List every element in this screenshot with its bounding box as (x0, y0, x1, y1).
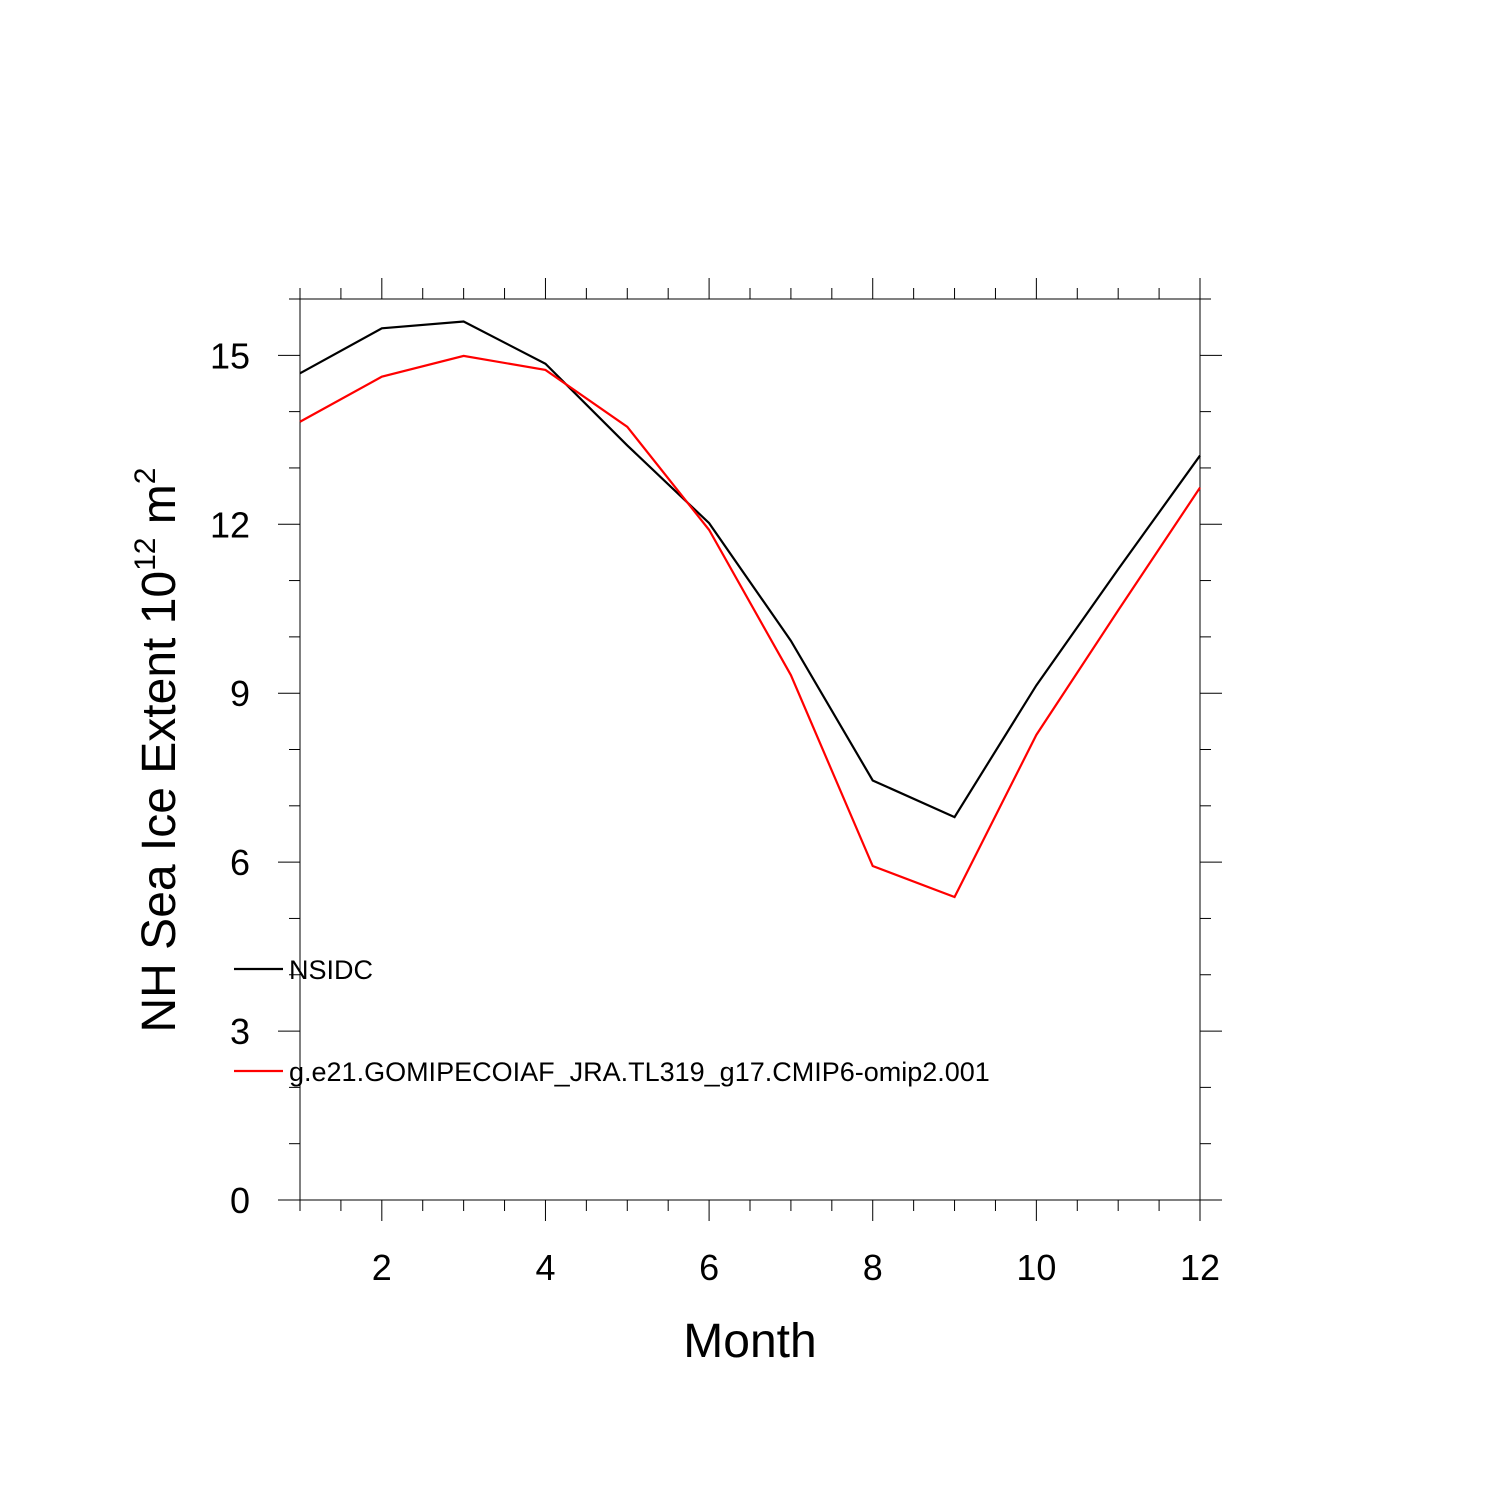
y-tick-label: 12 (210, 504, 250, 545)
series-lines (299, 320, 1201, 899)
series-line-2 (299, 354, 1201, 899)
y-axis-title: NH Sea Ice Extent 1012 m2 (129, 468, 186, 1033)
x-tick-label: 8 (863, 1247, 883, 1288)
legend-label: NSIDC (289, 955, 373, 985)
legend: NSIDC g.e21.GOMIPECOIAF_JRA.TL319_g17.CMI… (234, 955, 990, 1087)
y-tick-label: 3 (230, 1011, 250, 1052)
y-axis-title-unit: m (133, 484, 186, 537)
x-tick-label: 10 (1016, 1247, 1056, 1288)
x-tick-label: 12 (1180, 1247, 1220, 1288)
y-axis-title-superscript-2: 2 (129, 468, 162, 485)
series-line-1 (299, 320, 1201, 819)
x-tick-label: 2 (372, 1247, 392, 1288)
y-tick-label: 9 (230, 673, 250, 714)
y-tick-label: 0 (230, 1180, 250, 1221)
x-tick-label: 6 (699, 1247, 719, 1288)
tick-labels: 2 4 6 8 10 12 0 3 6 9 12 15 (210, 335, 1220, 1288)
x-tick-label: 4 (535, 1247, 555, 1288)
x-axis-title: Month (683, 1315, 816, 1368)
y-axis-title-main: NH Sea Ice Extent 10 (133, 571, 186, 1033)
tick-marks (278, 278, 1222, 1221)
y-tick-label: 15 (210, 335, 250, 376)
y-tick-label: 6 (230, 842, 250, 883)
legend-label: g.e21.GOMIPECOIAF_JRA.TL319_g17.CMIP6-om… (289, 1057, 990, 1087)
y-axis-title-superscript-1: 12 (129, 538, 162, 571)
